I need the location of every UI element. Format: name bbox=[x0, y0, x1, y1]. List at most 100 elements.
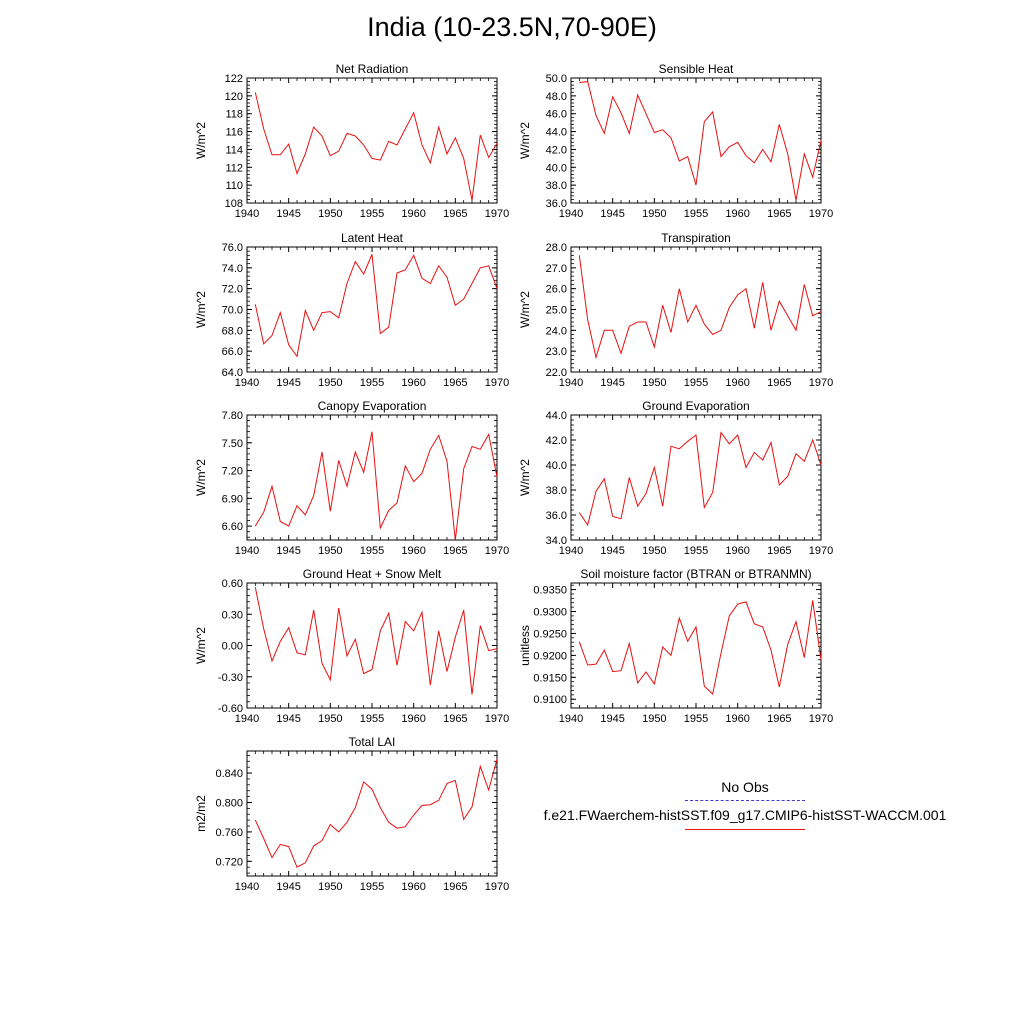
x-tick-label: 1965 bbox=[443, 208, 467, 220]
page-title: India (10-23.5N,70-90E) bbox=[367, 12, 657, 42]
x-tick-label: 1955 bbox=[360, 208, 384, 220]
y-tick-label: 6.60 bbox=[222, 521, 243, 533]
y-axis-label: W/m^2 bbox=[194, 459, 208, 496]
x-tick-label: 1955 bbox=[360, 881, 384, 893]
y-tick-label: 108 bbox=[225, 198, 243, 210]
x-tick-label: 1970 bbox=[485, 881, 509, 893]
x-tick-label: 1970 bbox=[485, 208, 509, 220]
y-tick-label: 74.0 bbox=[222, 263, 243, 275]
y-tick-label: 24.0 bbox=[546, 325, 567, 337]
y-tick-label: 0.60 bbox=[222, 578, 243, 590]
y-tick-label: 0.720 bbox=[215, 856, 243, 868]
x-tick-label: 1950 bbox=[642, 208, 666, 220]
plot-frame bbox=[246, 582, 498, 709]
y-tick-label: 23.0 bbox=[546, 346, 567, 358]
y-tick-label: 6.90 bbox=[222, 493, 243, 505]
x-tick-label: 1950 bbox=[642, 545, 666, 557]
plot-frame bbox=[246, 750, 498, 877]
x-tick-label: 1960 bbox=[401, 713, 425, 725]
y-tick-label: 0.9200 bbox=[533, 650, 567, 662]
y-tick-label: 114 bbox=[225, 144, 243, 156]
x-tick-label: 1945 bbox=[276, 377, 300, 389]
y-tick-label: 0.800 bbox=[215, 797, 243, 809]
x-tick-label: 1970 bbox=[485, 377, 509, 389]
panel-title: Latent Heat bbox=[341, 231, 404, 245]
x-tick-label: 1960 bbox=[725, 713, 749, 725]
y-tick-label: 28.0 bbox=[546, 242, 567, 254]
x-tick-label: 1970 bbox=[809, 545, 833, 557]
chart-panel-1: Sensible Heat W/m^2 1940 1945 1950 1955 1960 19… bbox=[518, 62, 833, 220]
y-tick-label: -0.60 bbox=[218, 703, 243, 715]
chart-panel-0: Net Radiation W/m^2 1940 1945 1950 1955 1960 19… bbox=[194, 62, 509, 220]
x-tick-label: 1950 bbox=[318, 545, 342, 557]
x-tick-label: 1965 bbox=[443, 545, 467, 557]
y-tick-label: 38.0 bbox=[546, 180, 567, 192]
x-tick-label: 1960 bbox=[725, 208, 749, 220]
y-tick-label: 0.30 bbox=[222, 609, 243, 621]
x-tick-label: 1960 bbox=[725, 377, 749, 389]
panel-title: Net Radiation bbox=[336, 62, 409, 76]
y-tick-label: 34.0 bbox=[546, 535, 567, 547]
y-tick-label: 0.9250 bbox=[533, 628, 567, 640]
x-tick-label: 1955 bbox=[360, 545, 384, 557]
x-tick-label: 1940 bbox=[235, 208, 259, 220]
y-tick-label: 44.0 bbox=[546, 127, 567, 139]
series-line bbox=[254, 92, 498, 201]
x-tick-label: 1965 bbox=[443, 881, 467, 893]
chart-panel-7: Soil moisture factor (BTRAN or BTRANMN) u… bbox=[518, 567, 833, 725]
y-tick-label: 0.840 bbox=[215, 768, 243, 780]
y-tick-label: 72.0 bbox=[222, 284, 243, 296]
x-tick-label: 1950 bbox=[642, 377, 666, 389]
plot-frame bbox=[246, 77, 498, 204]
y-tick-label: 40.0 bbox=[546, 460, 567, 472]
chart-panel-5: Ground Evaporation W/m^2 1940 1945 1950 1955 1… bbox=[518, 399, 833, 557]
y-tick-label: 44.0 bbox=[546, 410, 567, 422]
y-axis-label: W/m^2 bbox=[518, 122, 532, 159]
series-line bbox=[578, 431, 822, 527]
y-tick-label: 122 bbox=[225, 73, 243, 85]
y-tick-label: 64.0 bbox=[222, 367, 243, 379]
y-tick-label: 25.0 bbox=[546, 305, 567, 317]
x-tick-label: 1950 bbox=[318, 881, 342, 893]
x-tick-label: 1950 bbox=[318, 208, 342, 220]
x-tick-label: 1945 bbox=[276, 713, 300, 725]
y-tick-label: 116 bbox=[225, 127, 243, 139]
y-tick-label: 0.9100 bbox=[533, 694, 567, 706]
y-tick-label: 40.0 bbox=[546, 162, 567, 174]
y-tick-label: 50.0 bbox=[546, 73, 567, 85]
x-tick-label: 1940 bbox=[235, 377, 259, 389]
x-tick-label: 1945 bbox=[276, 208, 300, 220]
x-tick-label: 1950 bbox=[318, 713, 342, 725]
panel-title: Ground Heat + Snow Melt bbox=[303, 567, 442, 581]
y-tick-label: 46.0 bbox=[546, 109, 567, 121]
y-tick-label: 42.0 bbox=[546, 435, 567, 447]
y-tick-label: 36.0 bbox=[546, 198, 567, 210]
series-line bbox=[578, 255, 822, 360]
x-tick-label: 1945 bbox=[276, 881, 300, 893]
x-tick-label: 1960 bbox=[401, 377, 425, 389]
y-tick-label: 22.0 bbox=[546, 367, 567, 379]
panel-title: Sensible Heat bbox=[659, 62, 734, 76]
x-tick-label: 1970 bbox=[809, 377, 833, 389]
x-tick-label: 1955 bbox=[684, 545, 708, 557]
y-tick-label: 38.0 bbox=[546, 485, 567, 497]
x-tick-label: 1945 bbox=[276, 545, 300, 557]
x-tick-label: 1945 bbox=[600, 208, 624, 220]
y-axis-label: W/m^2 bbox=[518, 459, 532, 496]
y-axis-label: W/m^2 bbox=[194, 122, 208, 159]
y-tick-label: 76.0 bbox=[222, 242, 243, 254]
chart-panel-4: Canopy Evaporation W/m^2 1940 1945 1950 1955 1… bbox=[194, 399, 509, 557]
y-tick-label: 48.0 bbox=[546, 91, 567, 103]
x-tick-label: 1940 bbox=[559, 208, 583, 220]
y-tick-label: 26.0 bbox=[546, 284, 567, 296]
y-tick-label: 0.760 bbox=[215, 827, 243, 839]
x-tick-label: 1960 bbox=[401, 208, 425, 220]
chart-panel-8: Total LAI m2/m2 1940 1945 1950 1955 1960 1965 19… bbox=[194, 735, 509, 893]
y-tick-label: 110 bbox=[225, 180, 243, 192]
x-tick-label: 1965 bbox=[767, 713, 791, 725]
x-tick-label: 1945 bbox=[600, 377, 624, 389]
y-axis-label: m2/m2 bbox=[194, 795, 208, 832]
x-tick-label: 1950 bbox=[642, 713, 666, 725]
x-tick-label: 1955 bbox=[684, 208, 708, 220]
y-tick-label: 0.9300 bbox=[533, 607, 567, 619]
